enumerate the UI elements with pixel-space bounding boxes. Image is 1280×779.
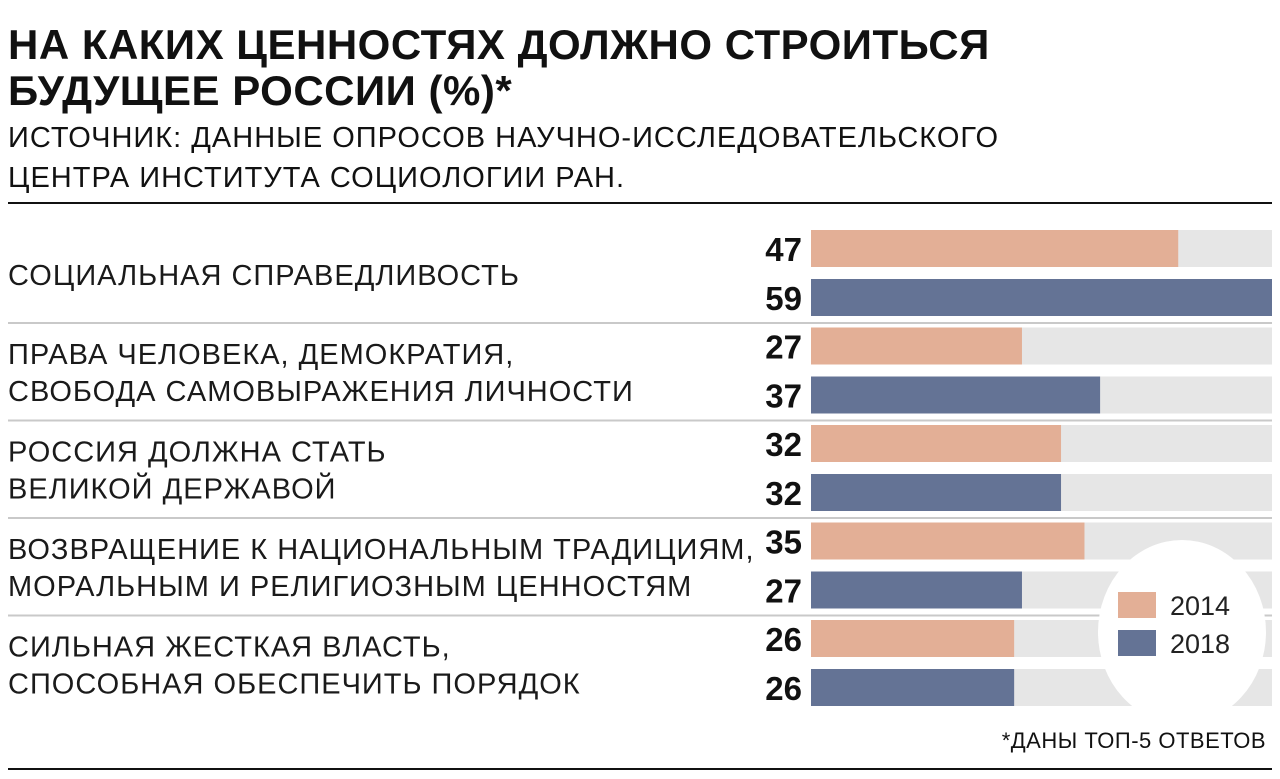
bar-2018: [811, 571, 1022, 609]
legend-label-2014: 2014: [1170, 591, 1230, 621]
subtitle-line-1: ИСТОЧНИК: ДАННЫЕ ОПРОСОВ НАУЧНО-ИССЛЕДОВ…: [8, 122, 1000, 154]
legend-label-2018: 2018: [1170, 629, 1230, 659]
category-label: ВОЗВРАЩЕНИЕ К НАЦИОНАЛЬНЫМ ТРАДИЦИЯМ,: [8, 534, 755, 566]
bar-2018: [811, 376, 1101, 414]
bar-2018: [811, 474, 1062, 511]
value-label-2014: 26: [765, 621, 802, 658]
bar-2014: [811, 327, 1022, 365]
chart-subtitle: ИСТОЧНИК: ДАННЫЕ ОПРОСОВ НАУЧНО-ИССЛЕДОВ…: [8, 118, 1268, 198]
value-label-2018: 59: [765, 280, 802, 317]
category-label: ВЕЛИКОЙ ДЕРЖАВОЙ: [8, 472, 337, 506]
bar-2014: [811, 230, 1179, 267]
bar-2014: [811, 522, 1085, 560]
top-rule: [8, 202, 1272, 204]
legend-background: [1098, 540, 1266, 724]
category-label: СВОБОДА САМОВЫРАЖЕНИЯ ЛИЧНОСТИ: [8, 376, 634, 408]
value-label-2014: 47: [765, 231, 802, 268]
category-label: ПРАВА ЧЕЛОВЕКА, ДЕМОКРАТИЯ,: [8, 339, 514, 371]
value-label-2018: 37: [765, 378, 802, 415]
category-label: РОССИЯ ДОЛЖНА СТАТЬ: [8, 437, 387, 469]
footnote: *ДАНЫ ТОП-5 ОТВЕТОВ: [1001, 728, 1266, 753]
bar-2018: [811, 279, 1272, 316]
bar-2014: [811, 620, 1015, 657]
legend-swatch-2014: [1118, 592, 1156, 618]
title-line-1: НА КАКИХ ЦЕННОСТЯХ ДОЛЖНО СТРОИТЬСЯ: [8, 21, 990, 68]
legend-swatch-2018: [1118, 630, 1156, 656]
category-label: СОЦИАЛЬНАЯ СПРАВЕДЛИВОСТЬ: [8, 260, 520, 292]
subtitle-line-2: ЦЕНТРА ИНСТИТУТА СОЦИОЛОГИИ РАН.: [8, 162, 626, 194]
value-label-2018: 26: [765, 670, 802, 707]
chart-title: НА КАКИХ ЦЕННОСТЯХ ДОЛЖНО СТРОИТЬСЯ БУДУ…: [8, 22, 1268, 114]
value-label-2014: 35: [765, 524, 802, 561]
value-label-2018: 32: [765, 475, 802, 512]
category-label: СИЛЬНАЯ ЖЕСТКАЯ ВЛАСТЬ,: [8, 632, 451, 664]
value-label-2014: 27: [765, 329, 802, 366]
title-line-2: БУДУЩЕЕ РОССИИ (%)*: [8, 67, 513, 114]
bar-2014: [811, 425, 1062, 462]
category-label: СПОСОБНАЯ ОБЕСПЕЧИТЬ ПОРЯДОК: [8, 669, 581, 701]
category-label: МОРАЛЬНЫМ И РЕЛИГИОЗНЫМ ЦЕННОСТЯМ: [8, 571, 692, 603]
bar-2018: [811, 669, 1015, 706]
bottom-rule: [8, 768, 1272, 770]
value-label-2014: 32: [765, 426, 802, 463]
value-label-2018: 27: [765, 573, 802, 610]
